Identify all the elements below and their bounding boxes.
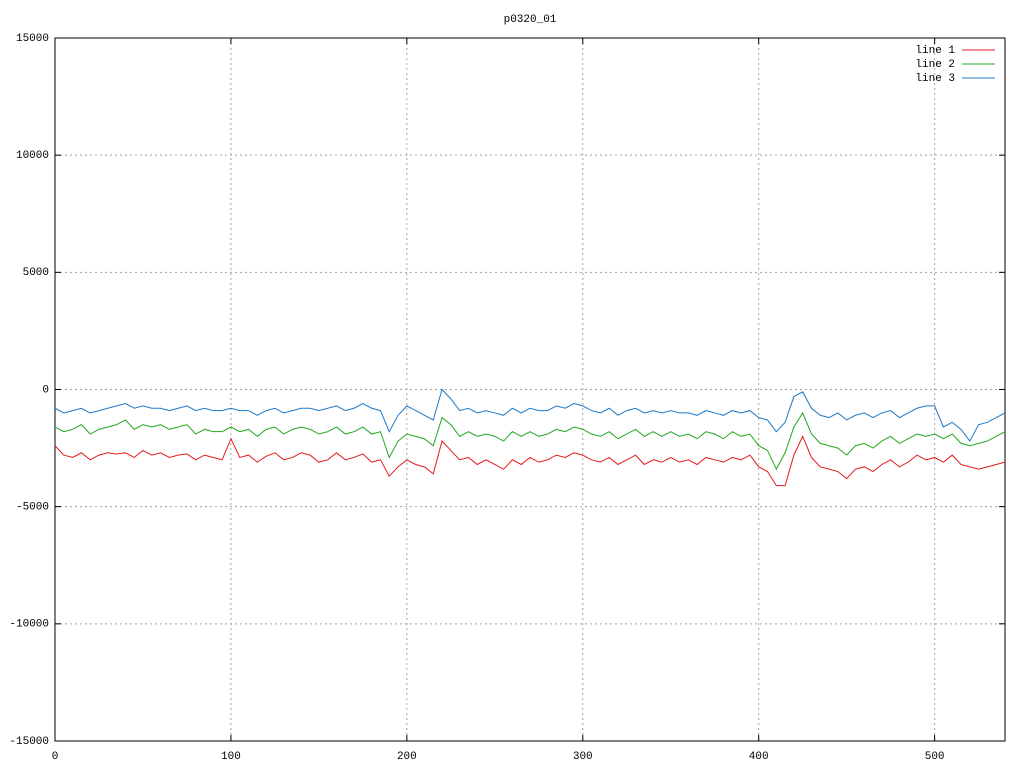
data-line: [54, 411, 1006, 471]
y-tick-label: -10000: [9, 619, 49, 631]
data-line: [54, 435, 1006, 487]
y-tick-label: 10000: [16, 150, 49, 162]
y-tick-label: -5000: [16, 502, 49, 514]
x-tick-label: 400: [749, 751, 769, 763]
x-tick-label: 100: [221, 751, 241, 763]
legend-label: line 3: [915, 73, 955, 85]
data-line: [54, 388, 1006, 442]
x-tick-label: 0: [52, 751, 59, 763]
legend-label: line 2: [915, 59, 955, 71]
plot-border: [54, 37, 1006, 742]
x-tick-label: 300: [573, 751, 593, 763]
x-tick-label: 500: [925, 751, 945, 763]
y-tick-label: 5000: [23, 267, 49, 279]
y-tick-label: 0: [42, 384, 49, 396]
x-tick-label: 200: [397, 751, 417, 763]
legend-label: line 1: [915, 45, 955, 57]
y-tick-label: 15000: [16, 33, 49, 45]
y-tick-label: -15000: [9, 736, 49, 748]
chart-title: p0320_01: [504, 14, 557, 26]
